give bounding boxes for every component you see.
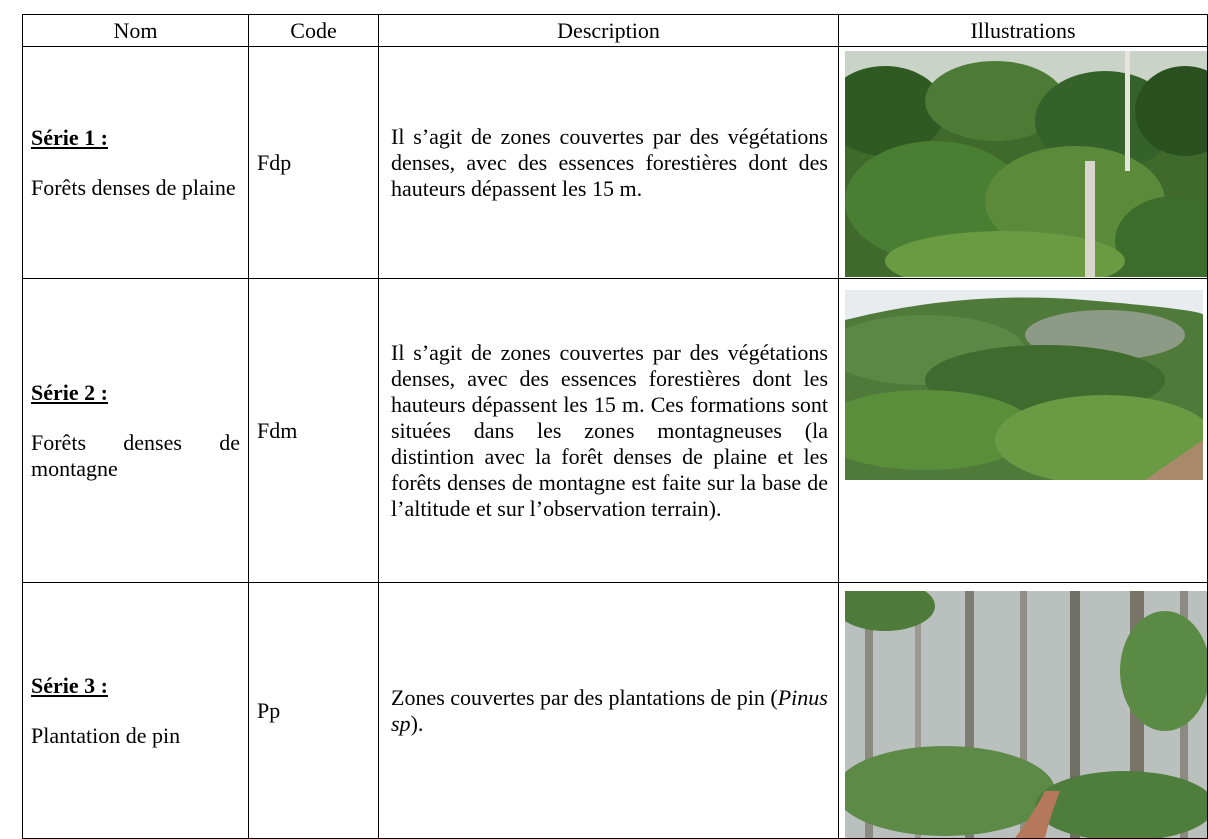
code-cell: Fdp bbox=[248, 46, 379, 279]
header-cell: Nom bbox=[22, 14, 249, 47]
series-label: Série 2 : bbox=[31, 379, 108, 405]
code-cell: Pp bbox=[248, 582, 379, 839]
header-cell: Description bbox=[378, 14, 839, 47]
description-text: Il s’agit de zones couvertes par des vég… bbox=[391, 123, 828, 201]
illustration-cell bbox=[838, 46, 1208, 279]
illustration-cell bbox=[838, 582, 1208, 839]
description-cell: Zones couvertes par des plantations de p… bbox=[378, 582, 839, 839]
series-name: Forêts denses de montagne bbox=[31, 429, 240, 481]
forest-photo bbox=[845, 51, 1207, 277]
row: Série 2 : Forêts denses de montagne Fdm I… bbox=[22, 278, 1208, 583]
name-cell: Série 2 : Forêts denses de montagne bbox=[22, 278, 249, 583]
description-text: Il s’agit de zones couvertes par des vég… bbox=[391, 339, 828, 521]
description-italic: Pinus sp bbox=[391, 684, 828, 736]
description-cell: Il s’agit de zones couvertes par des vég… bbox=[378, 278, 839, 583]
header-cell: Code bbox=[248, 14, 379, 47]
pine-plantation-photo bbox=[845, 591, 1207, 838]
description-text: Zones couvertes par des plantations de p… bbox=[391, 684, 778, 710]
name-cell: Série 1 : Forêts denses de plaine bbox=[22, 46, 249, 279]
description-cell: Il s’agit de zones couvertes par des vég… bbox=[378, 46, 839, 279]
series-name: Plantation de pin bbox=[31, 722, 181, 748]
series-label: Série 1 : bbox=[31, 124, 108, 150]
row: Série 3 : Plantation de pin Pp Zones couv… bbox=[22, 582, 1208, 839]
header-cell: Illustrations bbox=[838, 14, 1208, 47]
series-name: Forêts denses de plaine bbox=[31, 174, 236, 200]
name-cell: Série 3 : Plantation de pin bbox=[22, 582, 249, 839]
description-text: ). bbox=[410, 710, 424, 736]
classification-table: Nom Code Description Illustrations Série… bbox=[22, 14, 1208, 839]
illustration-cell bbox=[838, 278, 1208, 583]
header-row: Nom Code Description Illustrations bbox=[22, 14, 1208, 47]
code-cell: Fdm bbox=[248, 278, 379, 583]
series-label: Série 3 : bbox=[31, 672, 108, 698]
row: Série 1 : Forêts denses de plaine Fdp Il … bbox=[22, 46, 1208, 279]
mountain-forest-photo bbox=[845, 290, 1203, 480]
